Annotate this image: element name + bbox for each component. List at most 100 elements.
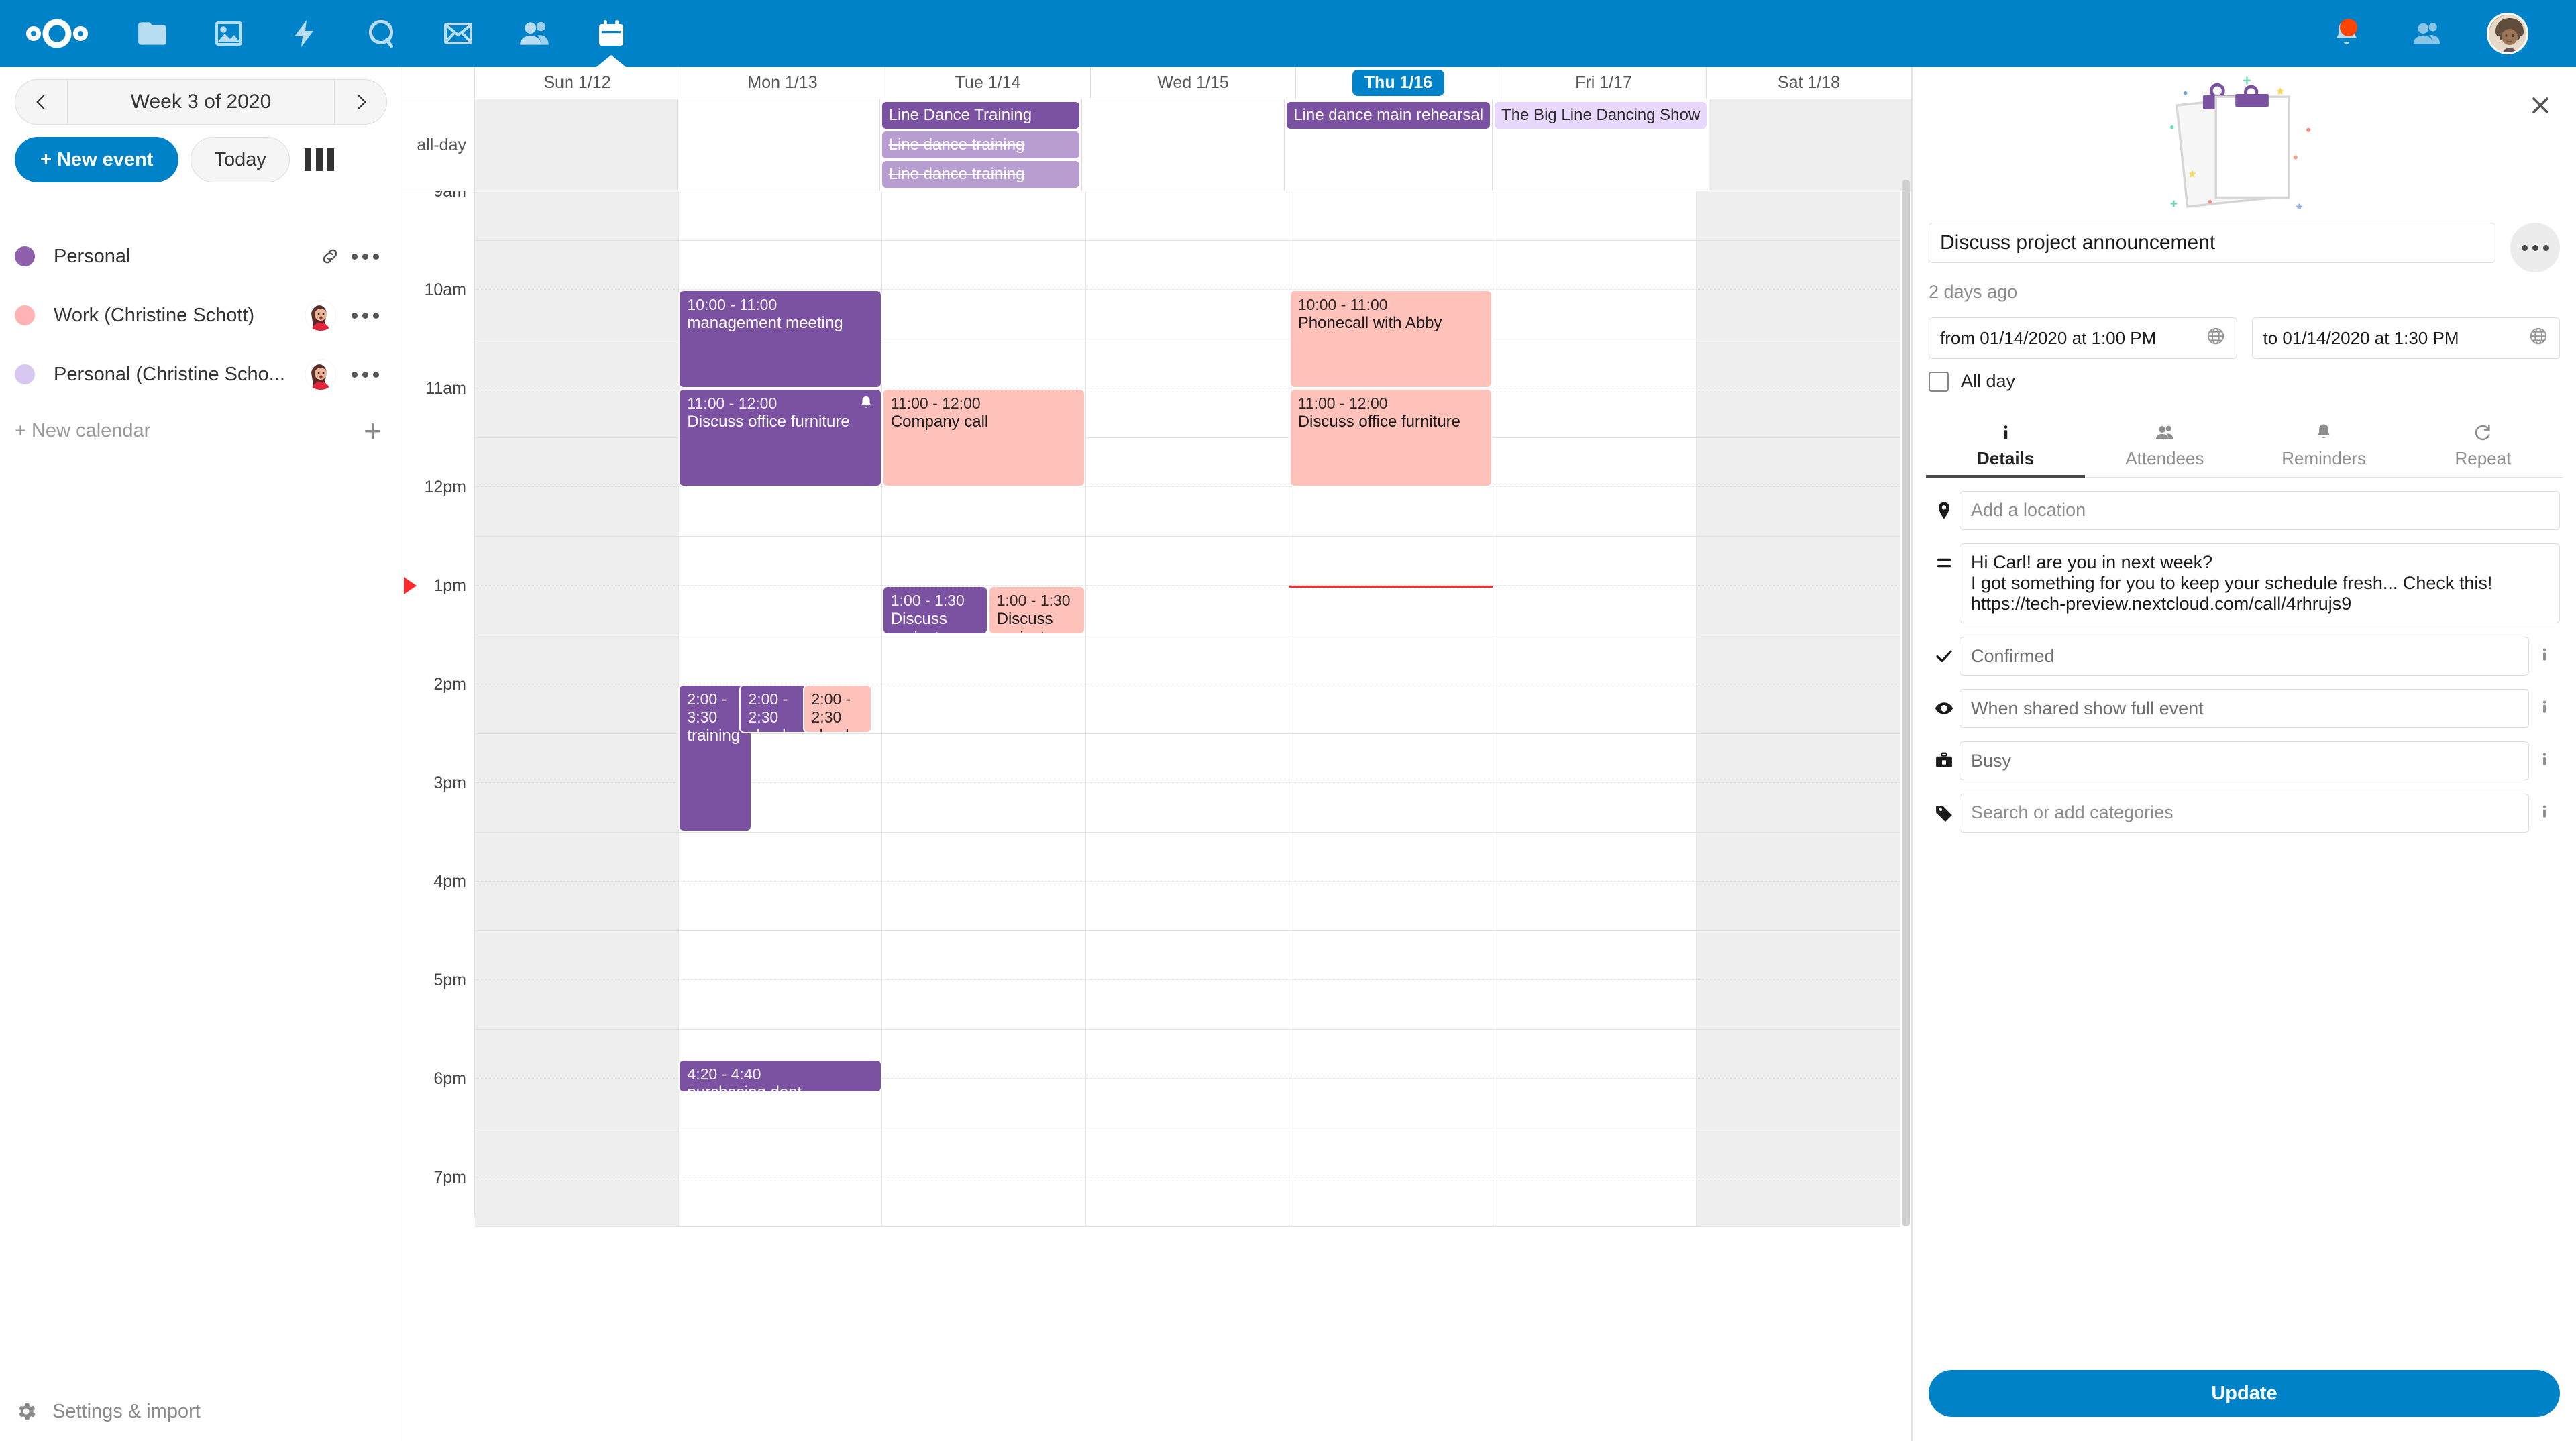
time-slot-cell[interactable] bbox=[1289, 930, 1493, 980]
event-title-input[interactable] bbox=[1929, 223, 2496, 263]
time-slot-cell[interactable] bbox=[1697, 191, 1900, 241]
status-select[interactable]: Confirmed bbox=[1960, 637, 2529, 676]
contacts-icon[interactable] bbox=[496, 0, 573, 67]
time-slot-cell[interactable] bbox=[882, 635, 1086, 684]
tab-reminders[interactable]: Reminders bbox=[2245, 416, 2404, 477]
time-slot-cell[interactable] bbox=[1493, 635, 1697, 684]
close-icon[interactable] bbox=[2522, 87, 2559, 123]
all-day-cell-tue[interactable]: Line Dance Training Line dance training … bbox=[880, 99, 1083, 191]
day-column-header[interactable]: Sat 1/18 bbox=[1707, 67, 1911, 99]
time-slot-cell[interactable] bbox=[1697, 1177, 1900, 1227]
time-slot-cell[interactable] bbox=[882, 339, 1086, 388]
time-slot-cell[interactable] bbox=[1289, 1079, 1493, 1128]
time-slot-cell[interactable] bbox=[678, 684, 883, 734]
time-slot-cell[interactable] bbox=[1493, 882, 1697, 931]
time-slot-cell[interactable] bbox=[475, 783, 679, 833]
time-slot-cell[interactable] bbox=[882, 783, 1086, 833]
time-slot-cell[interactable] bbox=[1493, 1029, 1697, 1079]
time-slot-cell[interactable] bbox=[1085, 684, 1290, 734]
calendar-event[interactable]: 11:00 - 12:00 Discuss office furniture bbox=[1289, 388, 1493, 487]
time-slot-cell[interactable] bbox=[1085, 388, 1290, 438]
time-slot-cell[interactable] bbox=[1697, 290, 1900, 339]
time-slot-cell[interactable] bbox=[1289, 635, 1493, 684]
all-day-cell-wed[interactable] bbox=[1082, 99, 1285, 191]
event-actions-menu-button[interactable] bbox=[2510, 223, 2560, 272]
day-column-header[interactable]: Mon 1/13 bbox=[680, 67, 885, 99]
time-slot-cell[interactable] bbox=[882, 930, 1086, 980]
calendar-scrollbar[interactable] bbox=[1902, 180, 1910, 1226]
time-slot-cell[interactable] bbox=[1289, 980, 1493, 1030]
tab-repeat[interactable]: Repeat bbox=[2404, 416, 2563, 477]
time-slot-cell[interactable] bbox=[1085, 1079, 1290, 1128]
time-slot-cell[interactable] bbox=[475, 191, 679, 241]
time-slot-cell[interactable] bbox=[1289, 1177, 1493, 1227]
time-slot-cell[interactable] bbox=[475, 240, 679, 290]
all-day-cell-sun[interactable] bbox=[475, 99, 678, 191]
calendar-item-work[interactable]: Work (Christine Schott) bbox=[0, 286, 402, 345]
nextcloud-logo[interactable] bbox=[0, 19, 114, 48]
time-slot-cell[interactable] bbox=[678, 191, 883, 241]
time-slot-cell[interactable] bbox=[1289, 1029, 1493, 1079]
all-day-cell-fri[interactable]: The Big Line Dancing Show bbox=[1493, 99, 1710, 191]
calendar-event[interactable]: 11:00 - 12:00 Company call bbox=[881, 388, 1086, 487]
all-day-event[interactable]: Line dance main rehearsal bbox=[1287, 102, 1491, 129]
photos-icon[interactable] bbox=[191, 0, 267, 67]
time-slot-cell[interactable] bbox=[1493, 290, 1697, 339]
time-slot-cell[interactable] bbox=[1697, 684, 1900, 734]
day-column-header[interactable]: Tue 1/14 bbox=[885, 67, 1091, 99]
all-day-cell-thu[interactable]: Line dance main rehearsal bbox=[1285, 99, 1493, 191]
time-slot-cell[interactable] bbox=[882, 1079, 1086, 1128]
time-slot-cell[interactable] bbox=[882, 290, 1086, 339]
time-slot-cell[interactable] bbox=[475, 882, 679, 931]
time-slot-cell[interactable] bbox=[1493, 783, 1697, 833]
time-slot-cell[interactable] bbox=[1289, 191, 1493, 241]
time-slot-cell[interactable] bbox=[1085, 536, 1290, 586]
time-slot-cell[interactable] bbox=[1697, 1029, 1900, 1079]
calendar-event[interactable]: 11:00 - 12:00 Discuss office furniture bbox=[678, 388, 882, 487]
time-slot-cell[interactable] bbox=[678, 783, 883, 833]
calendar-event[interactable]: 4:20 - 4:40 purchasing dept bbox=[678, 1059, 882, 1093]
time-slot-cell[interactable] bbox=[882, 1128, 1086, 1177]
time-slot-cell[interactable] bbox=[1289, 1128, 1493, 1177]
time-slot-cell[interactable] bbox=[1493, 339, 1697, 388]
time-slot-cell[interactable] bbox=[475, 487, 679, 537]
plus-icon[interactable]: + bbox=[364, 413, 382, 448]
time-slot-cell[interactable] bbox=[475, 980, 679, 1030]
time-slot-cell[interactable] bbox=[1085, 487, 1290, 537]
time-slot-cell[interactable] bbox=[882, 536, 1086, 586]
files-icon[interactable] bbox=[114, 0, 191, 67]
calendar-event[interactable]: 2:00 - 2:30check-in bbox=[739, 684, 811, 733]
user-avatar[interactable] bbox=[2467, 0, 2548, 67]
calendar-item-personal[interactable]: Personal bbox=[0, 227, 402, 286]
notifications-icon[interactable] bbox=[2306, 0, 2387, 67]
time-slot-cell[interactable] bbox=[1493, 437, 1697, 487]
time-slot-cell[interactable] bbox=[1697, 1079, 1900, 1128]
time-slot-cell[interactable] bbox=[1697, 339, 1900, 388]
time-slot-cell[interactable] bbox=[1085, 882, 1290, 931]
time-slot-cell[interactable] bbox=[1085, 832, 1290, 882]
all-day-checkbox-label[interactable]: All day bbox=[1961, 371, 2016, 391]
time-slot-cell[interactable] bbox=[1289, 684, 1493, 734]
time-slot-cell[interactable] bbox=[1289, 536, 1493, 586]
all-day-event[interactable]: The Big Line Dancing Show bbox=[1495, 102, 1707, 129]
calendar-event[interactable]: 10:00 - 11:00 management meeting bbox=[678, 290, 882, 388]
time-slot-cell[interactable] bbox=[678, 930, 883, 980]
calendar-event[interactable]: 2:00 - 2:30check-in bbox=[802, 684, 872, 733]
update-button[interactable]: Update bbox=[1929, 1370, 2560, 1417]
time-slot-cell[interactable] bbox=[1289, 586, 1493, 635]
all-day-cell-mon[interactable] bbox=[678, 99, 880, 191]
next-week-button[interactable] bbox=[334, 80, 386, 124]
time-slot-cell[interactable] bbox=[475, 635, 679, 684]
calendar-color-dot[interactable] bbox=[15, 305, 35, 325]
time-slot-cell[interactable] bbox=[1493, 586, 1697, 635]
time-slot-cell[interactable] bbox=[1493, 980, 1697, 1030]
calendar-actions-menu[interactable] bbox=[348, 253, 382, 260]
event-end-date-field[interactable]: to 01/14/2020 at 1:30 PM bbox=[2251, 317, 2560, 359]
tab-details[interactable]: Details bbox=[1926, 416, 2086, 478]
time-slot-cell[interactable] bbox=[678, 1177, 883, 1227]
day-column-header[interactable]: Sun 1/12 bbox=[475, 67, 680, 99]
time-slot-cell[interactable] bbox=[1697, 930, 1900, 980]
time-slot-cell[interactable] bbox=[1697, 240, 1900, 290]
time-slot-cell[interactable] bbox=[1697, 733, 1900, 783]
